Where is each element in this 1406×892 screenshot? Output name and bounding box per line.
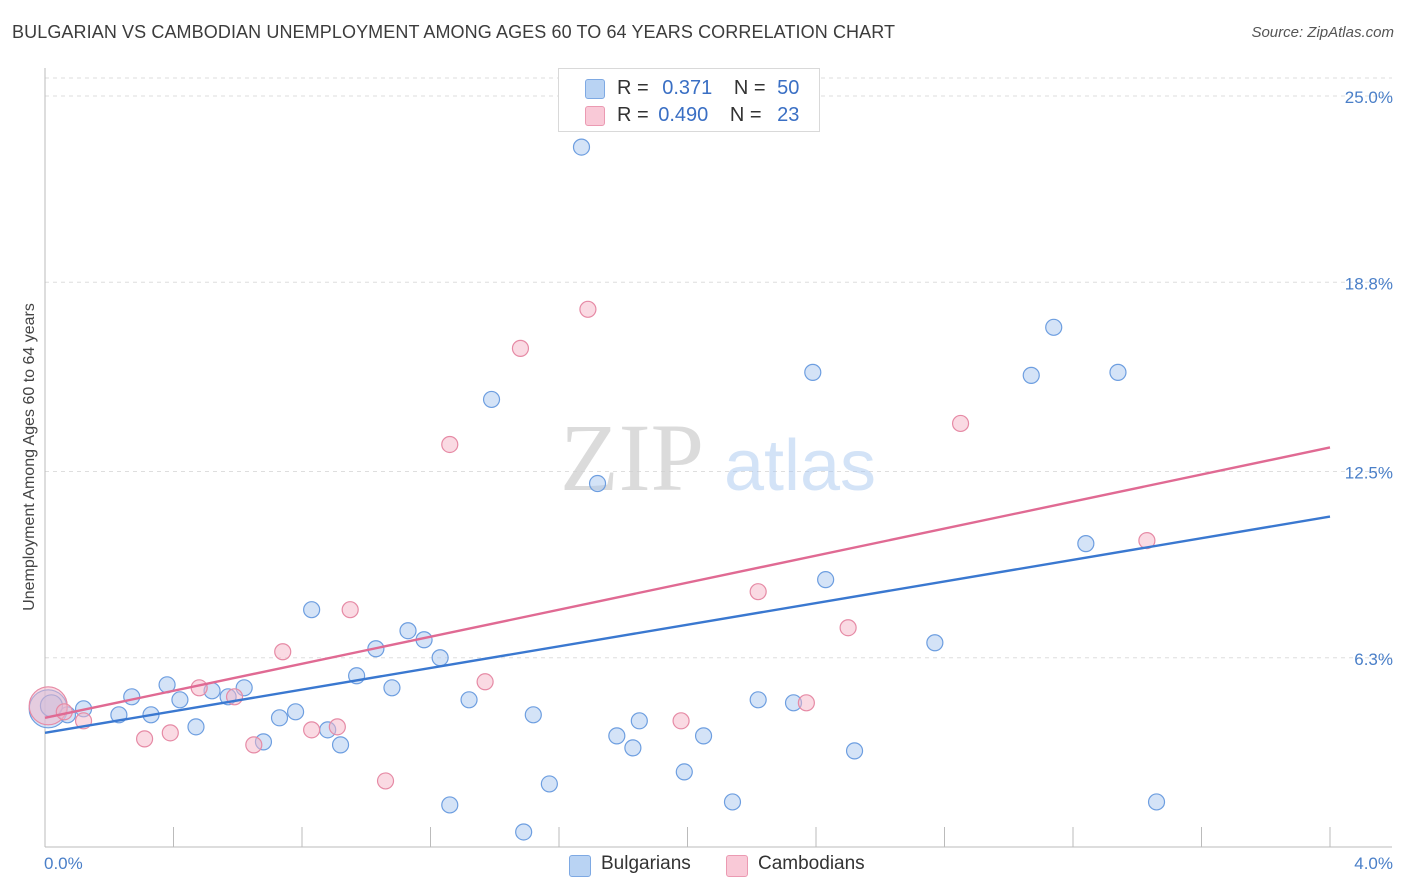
bulgarian-point bbox=[331, 736, 350, 754]
bulgarian-point bbox=[845, 742, 864, 760]
cambodian-point bbox=[951, 414, 970, 433]
cambodian-point bbox=[579, 300, 597, 318]
bulgarian-point bbox=[1109, 363, 1127, 381]
bulgarian-point bbox=[804, 363, 822, 381]
chart-title: BULGARIAN VS CAMBODIAN UNEMPLOYMENT AMON… bbox=[12, 22, 896, 42]
y-tick-label: 18.8% bbox=[1345, 274, 1393, 293]
cambodian-point bbox=[303, 721, 321, 739]
cambodian-point bbox=[441, 435, 459, 454]
cambodian-point bbox=[341, 601, 359, 619]
cambodian-point bbox=[749, 583, 767, 601]
cambodians-swatch bbox=[726, 855, 748, 877]
x-tick-label: 0.0% bbox=[44, 854, 83, 873]
bulgarian-point bbox=[515, 823, 533, 841]
bulgarian-point bbox=[171, 691, 189, 709]
cambodian-point bbox=[476, 673, 494, 691]
legend-r-label: R = bbox=[617, 104, 649, 126]
x-tick-label: 4.0% bbox=[1354, 854, 1393, 873]
watermark: ZIP atlas bbox=[560, 404, 876, 511]
cambodian-point bbox=[328, 718, 346, 736]
bulgarian-point bbox=[1045, 318, 1063, 336]
cambodian-point bbox=[797, 694, 815, 712]
watermark-atlas: atlas bbox=[724, 426, 876, 506]
bulgarian-point bbox=[399, 622, 417, 640]
cambodian-trend-line bbox=[44, 446, 1331, 720]
legend-swatch-bulgarians bbox=[585, 79, 605, 99]
legend-r-value: 0.371 bbox=[662, 77, 713, 99]
tick-labels: 6.3% 12.5% 18.8% 25.0% 0.0% 4.0% bbox=[44, 88, 1393, 873]
bulgarian-point bbox=[1077, 535, 1095, 553]
cambodian-point bbox=[511, 339, 530, 357]
bulgarians-swatch bbox=[569, 855, 591, 877]
watermark-zip: ZIP bbox=[560, 404, 704, 511]
cambodian-point bbox=[376, 772, 395, 790]
legend-r-label: R = bbox=[617, 77, 649, 99]
cambodian-point bbox=[161, 724, 179, 742]
correlation-legend: R = 0.371 N = 50 R = 0.490 N = 23 bbox=[558, 68, 820, 132]
source-label: Source: ZipAtlas.com bbox=[1251, 24, 1394, 41]
legend-n-value: 23 bbox=[777, 104, 800, 126]
data-points bbox=[28, 138, 1166, 841]
bulgarian-point bbox=[630, 712, 648, 730]
bulgarian-point bbox=[303, 601, 321, 619]
cambodian-point bbox=[245, 736, 263, 754]
bulgarian-point bbox=[723, 793, 742, 811]
legend-r-value: 0.490 bbox=[658, 104, 709, 126]
bulgarian-point bbox=[524, 706, 542, 724]
legend-n-value: 50 bbox=[777, 77, 800, 99]
bulgarian-point bbox=[749, 691, 767, 709]
legend-swatch-cambodians bbox=[585, 106, 605, 126]
bulgarian-point bbox=[1147, 793, 1166, 811]
y-axis-title: Unemployment Among Ages 60 to 64 years bbox=[21, 303, 38, 611]
cambodian-point bbox=[274, 643, 292, 661]
trend-lines bbox=[44, 446, 1331, 735]
y-tick-label: 6.3% bbox=[1354, 650, 1393, 669]
axes bbox=[44, 68, 1392, 848]
legend-n-label: N = bbox=[729, 104, 762, 126]
y-tick-label: 25.0% bbox=[1345, 88, 1393, 107]
grid-lines bbox=[45, 77, 1392, 659]
bulgarian-point bbox=[1022, 366, 1040, 384]
bulgarian-point bbox=[588, 474, 607, 493]
bulgarians-label: Bulgarians bbox=[601, 853, 691, 874]
bulgarian-point bbox=[624, 739, 642, 757]
bulgarian-point bbox=[270, 709, 289, 727]
bulgarian-point bbox=[675, 763, 693, 781]
cambodian-point bbox=[839, 619, 857, 637]
bulgarian-point bbox=[572, 138, 591, 156]
bulgarian-point bbox=[540, 775, 558, 793]
bulgarian-point bbox=[441, 796, 459, 814]
bulgarian-point bbox=[123, 688, 141, 706]
y-tick-label: 12.5% bbox=[1345, 464, 1393, 483]
bulgarian-point bbox=[817, 571, 835, 589]
bulgarian-point bbox=[431, 649, 449, 667]
cambodian-point bbox=[135, 730, 154, 748]
bulgarian-point bbox=[460, 691, 478, 709]
bulgarian-point bbox=[286, 703, 305, 721]
cambodians-label: Cambodians bbox=[758, 853, 865, 874]
bulgarian-trend-line bbox=[44, 515, 1331, 735]
bulgarian-point bbox=[608, 727, 626, 745]
bulgarian-point bbox=[694, 727, 713, 745]
bulgarian-point bbox=[482, 390, 501, 409]
bulgarian-point bbox=[926, 634, 944, 652]
cambodian-point bbox=[672, 712, 690, 730]
legend-n-label: N = bbox=[733, 77, 766, 99]
series-legend: Bulgarians Cambodians bbox=[0, 852, 1406, 877]
bulgarian-point bbox=[187, 718, 205, 736]
bulgarian-point bbox=[383, 679, 401, 697]
